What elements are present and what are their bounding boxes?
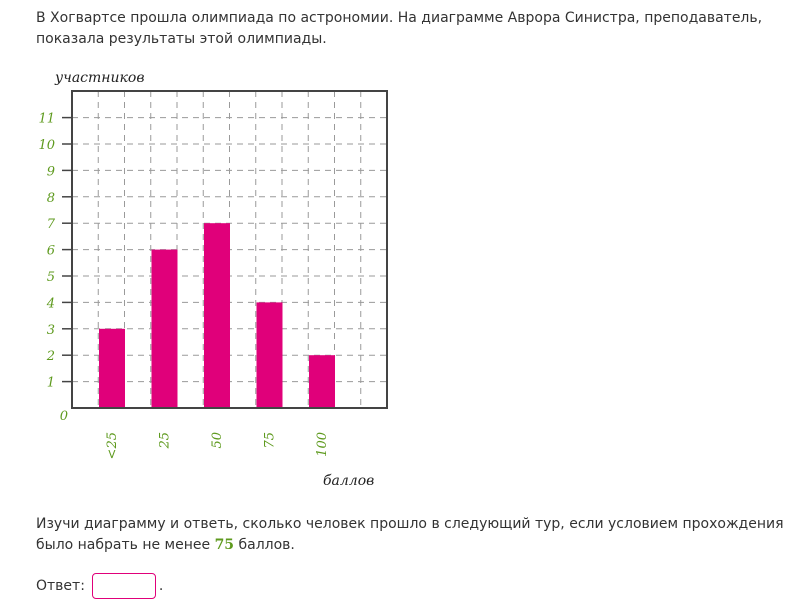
bar bbox=[256, 302, 283, 408]
question-text: Изучи диаграмму и ответь, сколько челове… bbox=[36, 514, 791, 556]
y-tick-labels: 0 1 2 3 4 5 6 7 8 9 10 11 bbox=[38, 112, 68, 424]
y-tick-label: 0 bbox=[60, 409, 68, 424]
answer-row: Ответ: . bbox=[36, 571, 163, 601]
y-tick-label: 11 bbox=[38, 112, 55, 127]
x-tick-labels: <25 25 50 75 100 bbox=[105, 432, 330, 459]
y-tick-label: 9 bbox=[47, 164, 55, 179]
bar bbox=[309, 355, 335, 408]
threshold-number: 75 bbox=[214, 537, 235, 553]
x-tick-label: 50 bbox=[210, 432, 225, 449]
y-tick-label: 8 bbox=[47, 191, 55, 206]
x-tick-label: 100 bbox=[315, 432, 330, 457]
problem-intro-text: В Хогвартсе прошла олимпиада по астроном… bbox=[36, 10, 763, 47]
bar bbox=[204, 223, 230, 408]
y-tick-label: 7 bbox=[47, 217, 56, 232]
answer-input[interactable] bbox=[91, 573, 156, 599]
x-axis-label: баллов bbox=[323, 473, 374, 489]
answer-suffix: . bbox=[158, 578, 164, 594]
question-text-end: баллов. bbox=[234, 537, 295, 553]
y-tick-label: 6 bbox=[47, 244, 55, 259]
y-tick-marks bbox=[62, 116, 72, 383]
y-tick-label: 1 bbox=[47, 376, 55, 391]
y-tick-label: 4 bbox=[46, 296, 55, 311]
x-tick-label: 25 bbox=[158, 432, 173, 450]
y-axis-label: участников bbox=[54, 70, 144, 86]
y-tick-label: 3 bbox=[47, 323, 55, 338]
x-tick-label: <25 bbox=[105, 432, 120, 459]
question-text-start: Изучи диаграмму и ответь, сколько челове… bbox=[36, 516, 784, 553]
chart-bars bbox=[99, 223, 335, 408]
y-tick-label: 2 bbox=[46, 349, 55, 364]
y-tick-label: 10 bbox=[38, 138, 55, 153]
answer-label: Ответ: bbox=[36, 578, 85, 594]
bar-chart: 0 1 2 3 4 5 6 7 8 9 10 11 <25 25 50 75 100 участников б… bbox=[38, 70, 388, 489]
bar bbox=[99, 328, 125, 408]
bar bbox=[151, 249, 178, 408]
x-tick-label: 75 bbox=[263, 432, 278, 449]
y-tick-label: 5 bbox=[47, 270, 55, 285]
